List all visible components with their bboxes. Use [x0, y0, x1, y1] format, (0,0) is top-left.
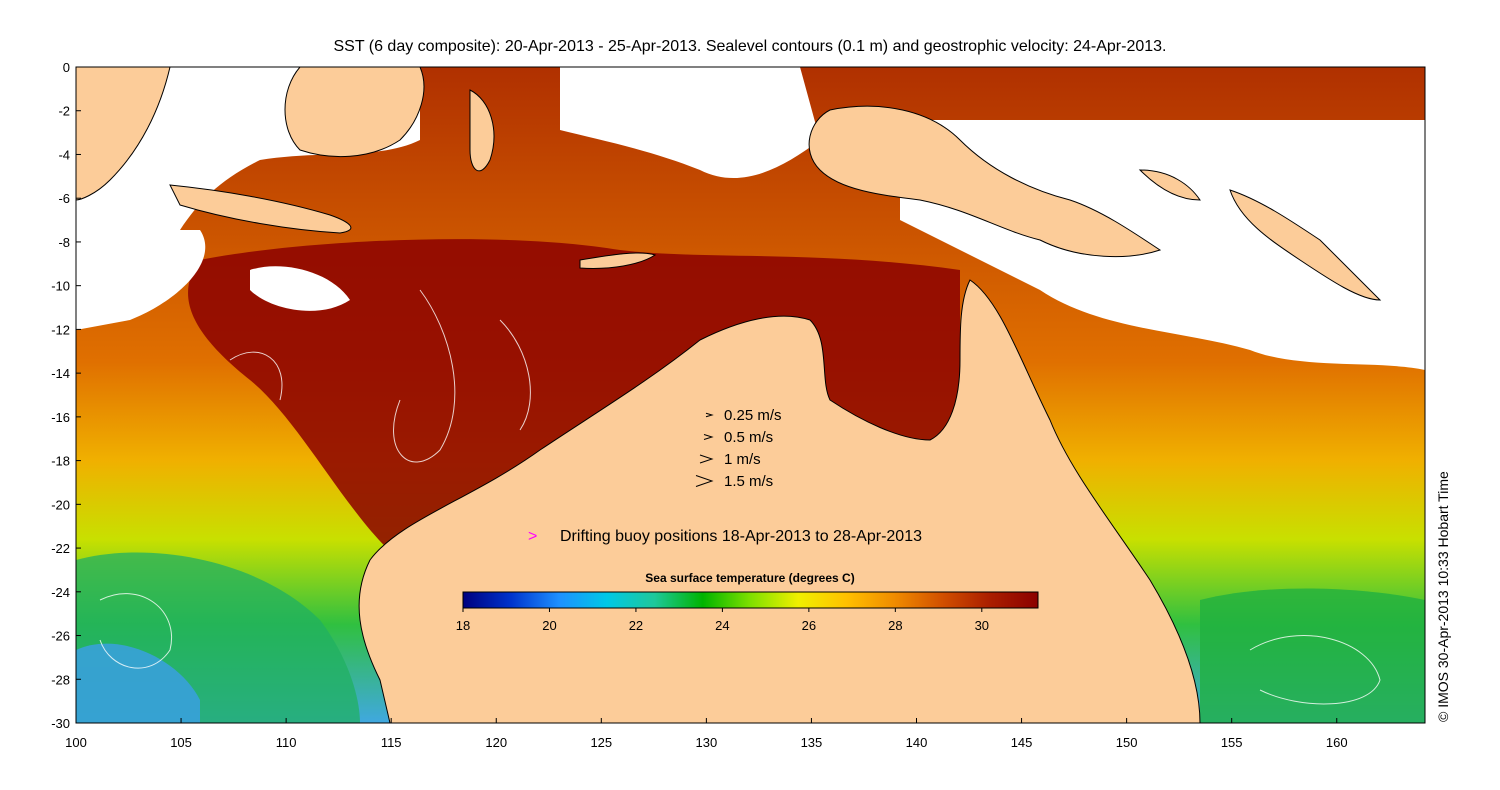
y-tick-label: -16 [51, 410, 70, 425]
y-tick-label: -24 [51, 585, 70, 600]
velocity-label: 1 m/s [724, 451, 761, 468]
colorbar-tick-label: 24 [715, 618, 729, 633]
colorbar: Sea surface temperature (degrees C) 18 20… [456, 571, 1039, 633]
y-tick-label: -6 [58, 191, 70, 206]
y-tick-label: -8 [58, 235, 70, 250]
y-tick-label: -18 [51, 454, 70, 469]
x-tick-label: 160 [1326, 735, 1348, 750]
velocity-arrow [703, 434, 714, 440]
x-tick-label: 135 [801, 735, 823, 750]
velocity-legend: 0.25 m/s 0.5 m/s 1 m/s 1.5 m/s [695, 407, 782, 490]
y-tick-label: -2 [58, 104, 70, 119]
land-new-guinea [808, 105, 1162, 258]
land-java [169, 184, 352, 234]
land [76, 67, 1382, 723]
colorbar-tick-label: 26 [802, 618, 816, 633]
land-sumatra [76, 67, 171, 201]
colorbar-ticks: 18 20 22 24 26 28 30 [456, 608, 989, 633]
y-axis: 0 -2 -4 -6 -8 -10 -12 -14 -16 -18 -20 -22 -24 -26 -28 -… [51, 60, 81, 731]
colorbar-tick-label: 22 [629, 618, 643, 633]
x-tick-label: 120 [485, 735, 507, 750]
colorbar-gradient [462, 591, 1039, 609]
colorbar-title: Sea surface temperature (degrees C) [645, 571, 854, 585]
cool-pool-se [1200, 588, 1425, 723]
chart-title: SST (6 day composite): 20-Apr-2013 - 25-… [333, 38, 1167, 55]
velocity-label: 0.5 m/s [724, 429, 773, 446]
x-tick-label: 110 [276, 735, 297, 750]
x-tick-label: 125 [590, 735, 612, 750]
velocity-label: 0.25 m/s [724, 407, 782, 424]
x-tick-label: 155 [1221, 735, 1243, 750]
sealevel-contours [99, 289, 1381, 705]
colorbar-tick-label: 18 [456, 618, 470, 633]
x-tick-label: 145 [1011, 735, 1033, 750]
land-borneo [284, 67, 425, 157]
y-tick-label: -10 [51, 279, 70, 294]
y-tick-label: -4 [58, 147, 70, 162]
velocity-label: 1.5 m/s [724, 473, 773, 490]
colorbar-tick-label: 30 [975, 618, 989, 633]
velocity-arrow [695, 475, 714, 487]
x-tick-label: 115 [381, 735, 402, 750]
plot-frame [75, 66, 1426, 724]
buoy-legend: > Drifting buoy positions 18-Apr-2013 to… [528, 528, 922, 545]
land-solomon [1229, 189, 1382, 301]
land-timor [579, 252, 657, 269]
x-tick-label: 140 [906, 735, 928, 750]
x-tick-label: 105 [170, 735, 192, 750]
land-new-ireland [1138, 169, 1201, 201]
y-tick-label: -14 [51, 366, 70, 381]
y-tick-label: -30 [51, 716, 70, 731]
x-tick-label: 150 [1116, 735, 1138, 750]
coldest-pool-sw [76, 643, 200, 723]
colorbar-tick-label: 28 [888, 618, 902, 633]
x-axis: 100 105 110 115 120 125 130 135 140 145 150 155 160 [65, 718, 1348, 750]
velocity-arrow [705, 412, 714, 418]
colorbar-tick-label: 20 [542, 618, 556, 633]
y-tick-label: -22 [51, 541, 70, 556]
y-tick-label: 0 [63, 60, 70, 75]
x-tick-label: 130 [696, 735, 718, 750]
y-tick-label: -12 [51, 322, 70, 337]
buoy-symbol: > [528, 528, 537, 545]
buoy-legend-label: Drifting buoy positions 18-Apr-2013 to 2… [560, 528, 922, 545]
y-tick-label: -26 [51, 629, 70, 644]
velocity-arrow [699, 454, 714, 464]
x-tick-label: 100 [65, 735, 87, 750]
credit-text: © IMOS 30-Apr-2013 10:33 Hobart Time [1435, 471, 1451, 722]
land-australia [358, 279, 1201, 723]
y-tick-label: -20 [51, 497, 70, 512]
land-sulawesi [469, 89, 495, 172]
y-tick-label: -28 [51, 672, 70, 687]
